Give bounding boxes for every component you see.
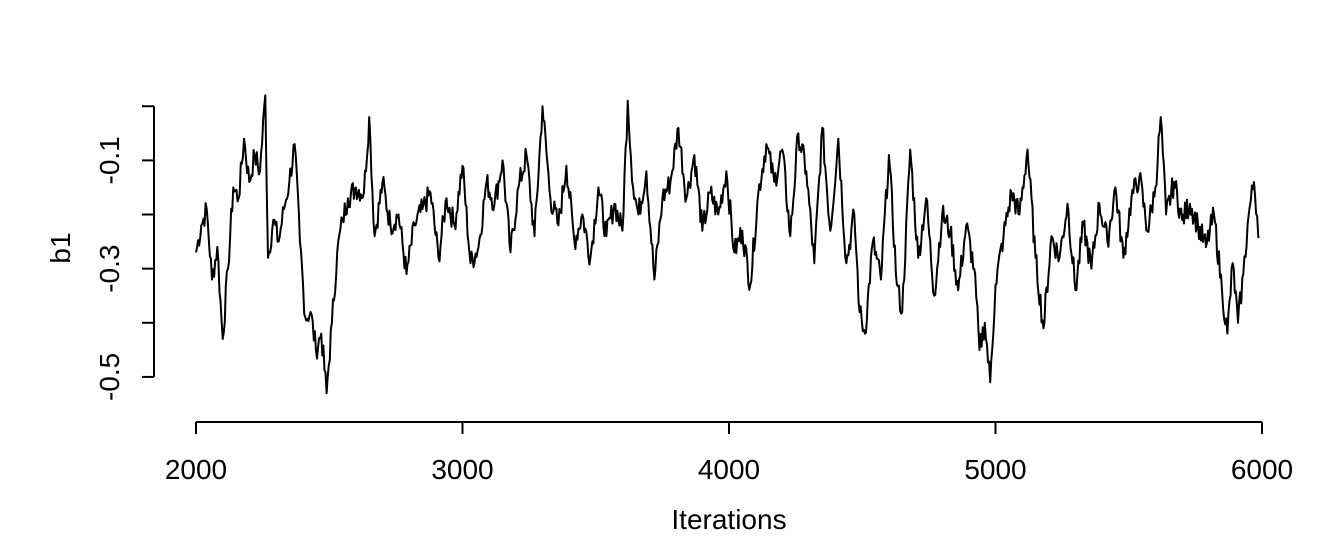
y-axis: -0.5 -0.3 -0.1	[94, 105, 155, 401]
y-tick-label: -0.5	[94, 353, 125, 401]
y-axis-title: b1	[45, 232, 76, 263]
x-axis: 2000 3000 4000 5000 6000	[165, 421, 1293, 485]
x-tick-label: 6000	[1231, 454, 1293, 485]
series-line	[195, 94, 1261, 395]
x-tick-label: 5000	[964, 454, 1026, 485]
x-axis-title: Iterations	[671, 504, 786, 535]
y-tick-label: -0.3	[94, 245, 125, 293]
x-tick-label: 2000	[165, 454, 227, 485]
x-tick-label: 4000	[698, 454, 760, 485]
y-tick-label: -0.1	[94, 136, 125, 184]
x-tick-label: 3000	[431, 454, 493, 485]
